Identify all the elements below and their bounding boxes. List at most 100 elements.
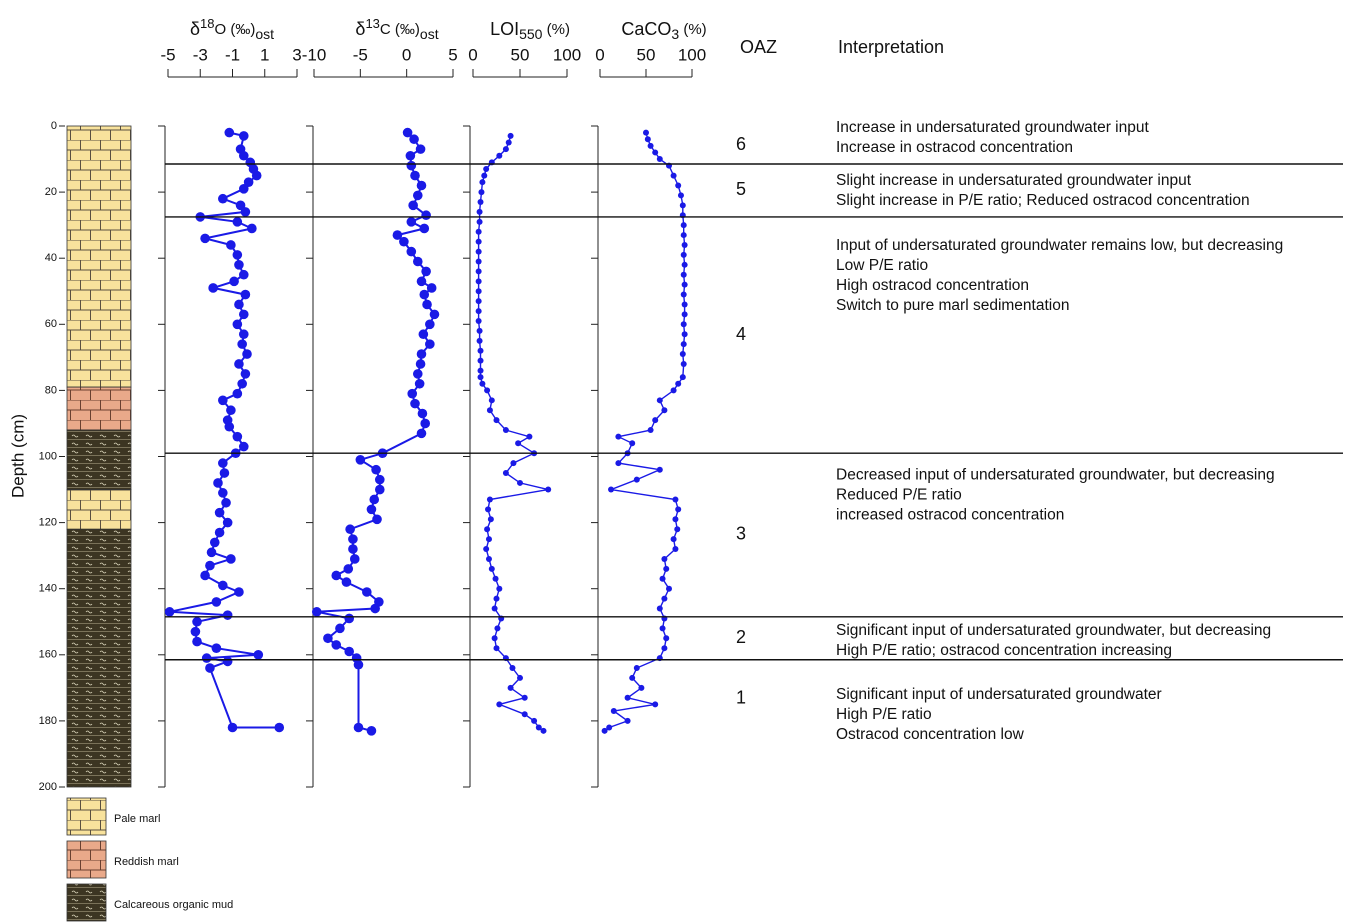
data-point xyxy=(484,387,491,394)
data-point xyxy=(677,192,684,199)
data-point xyxy=(517,674,523,681)
data-point xyxy=(218,395,228,406)
data-point xyxy=(488,397,495,404)
data-point xyxy=(238,329,249,340)
data-point xyxy=(679,202,686,209)
data-point xyxy=(418,329,429,340)
data-point xyxy=(475,228,482,235)
x-tick-label: 50 xyxy=(637,45,656,64)
data-point xyxy=(226,554,236,564)
data-point xyxy=(235,200,246,211)
depth-tick-label: 160 xyxy=(39,649,57,661)
data-point xyxy=(331,640,342,650)
depth-tick-label: 40 xyxy=(45,252,57,264)
lithology-layer xyxy=(66,489,132,530)
data-point xyxy=(680,251,687,258)
data-point xyxy=(369,494,380,505)
x-tick-label: 5 xyxy=(448,45,457,64)
data-point xyxy=(247,223,257,234)
title-part: C (‰) xyxy=(380,21,420,38)
data-point xyxy=(681,331,688,338)
data-point xyxy=(226,405,236,416)
x-tick-label: 100 xyxy=(678,45,706,64)
depth-tick-label: 100 xyxy=(39,450,57,462)
data-point xyxy=(633,476,640,483)
interpretation-line: Decreased input of undersaturated ground… xyxy=(836,466,1275,483)
data-point xyxy=(192,616,202,627)
data-point xyxy=(238,441,249,452)
data-point xyxy=(392,230,403,240)
data-point xyxy=(485,536,492,543)
data-point xyxy=(535,724,542,731)
data-point xyxy=(526,433,533,440)
data-point xyxy=(672,546,679,553)
data-point xyxy=(425,319,435,330)
interpretation-line: High P/E ratio; ostracod concentration i… xyxy=(836,642,1172,659)
data-point xyxy=(531,717,538,724)
data-point xyxy=(218,193,228,204)
panel-title: δ18O (‰)ost xyxy=(190,16,274,42)
data-point xyxy=(680,232,687,239)
data-point xyxy=(675,182,682,189)
data-point xyxy=(355,455,366,465)
data-point xyxy=(335,623,345,634)
data-point xyxy=(234,359,244,369)
interpretation-line: Increase in undersaturated groundwater i… xyxy=(836,119,1149,136)
data-point xyxy=(674,526,681,533)
data-point xyxy=(679,374,686,381)
data-point xyxy=(422,299,432,310)
x-tick-label: 50 xyxy=(511,45,530,64)
data-point xyxy=(661,595,668,602)
data-point xyxy=(242,349,252,359)
data-point xyxy=(416,180,427,191)
title-part: ost xyxy=(420,26,439,42)
data-point xyxy=(486,496,493,503)
data-point xyxy=(521,711,528,718)
data-point xyxy=(672,516,679,523)
interpretation-line: Low P/E ratio xyxy=(836,257,928,274)
data-point xyxy=(349,554,360,564)
panel-title: CaCO3 (%) xyxy=(621,19,706,42)
title-part: (%) xyxy=(679,21,707,38)
data-point xyxy=(656,466,663,473)
panel: LOI550 (%) 0 50 100 xyxy=(463,19,581,788)
interpretation-line: Switch to pure marl sedimentation xyxy=(836,297,1069,314)
interpretation-line: Significant input of undersaturated grou… xyxy=(836,622,1271,639)
x-tick-label: -3 xyxy=(193,45,208,64)
data-point xyxy=(477,367,484,374)
data-point xyxy=(494,625,501,632)
data-point xyxy=(670,387,677,394)
data-point xyxy=(205,560,215,571)
data-point xyxy=(416,428,427,439)
data-point xyxy=(681,281,688,288)
data-point xyxy=(477,199,484,206)
data-point xyxy=(493,645,500,652)
title-part: O (‰) xyxy=(214,21,255,38)
data-point xyxy=(652,701,659,708)
data-point xyxy=(680,271,687,278)
data-point xyxy=(670,536,677,543)
data-point xyxy=(412,369,423,379)
depth-tick-label: 0 xyxy=(51,120,57,132)
data-point xyxy=(219,468,230,478)
data-point xyxy=(412,256,423,267)
data-point xyxy=(421,266,431,277)
legend-label: Calcareous organic mud xyxy=(114,899,233,911)
data-point xyxy=(475,288,482,295)
data-point xyxy=(224,421,235,432)
data-point xyxy=(232,250,243,260)
x-tick-label: 0 xyxy=(468,45,477,64)
x-tick-label: 0 xyxy=(402,45,411,64)
data-point xyxy=(232,217,243,227)
title-part: ost xyxy=(255,26,274,42)
interpretation-line: High P/E ratio xyxy=(836,706,932,723)
data-point xyxy=(496,152,503,159)
data-point xyxy=(624,694,631,701)
data-point xyxy=(213,478,223,488)
data-point xyxy=(670,172,677,179)
legend-swatch xyxy=(66,797,107,836)
data-point xyxy=(222,517,233,528)
title-part: 550 xyxy=(519,26,543,42)
data-point xyxy=(218,580,228,591)
